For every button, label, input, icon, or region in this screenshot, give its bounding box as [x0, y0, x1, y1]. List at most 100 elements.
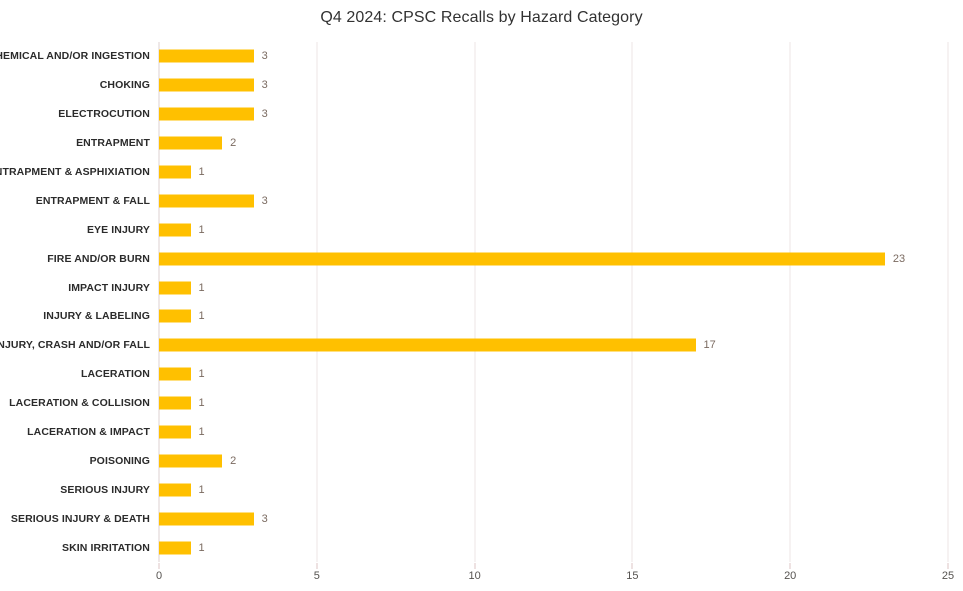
data-label: 17 — [703, 339, 716, 352]
tick-mark-25 — [947, 563, 949, 569]
category-label: EYE INJURY — [86, 223, 150, 236]
tick-mark-5 — [316, 563, 318, 569]
category-label: INJURY, CRASH AND/OR FALL — [0, 339, 150, 352]
bar-track: 3 — [159, 186, 948, 215]
data-label: 1 — [198, 397, 205, 410]
category-label: ENTRAPMENT & ASPHIXIATION — [0, 166, 150, 178]
bar-poisoning[interactable] — [159, 454, 223, 468]
data-label: 2 — [230, 137, 237, 150]
table-row: LACERATION & IMPACT 1 — [0, 418, 948, 447]
bar-laceration[interactable] — [159, 367, 191, 381]
bar-track: 1 — [159, 389, 948, 418]
bar-track: 1 — [159, 215, 948, 244]
table-row: CHOKING 3 — [0, 71, 948, 100]
table-row: CHEMICAL AND/OR INGESTION 3 — [0, 42, 948, 71]
bar-track: 3 — [159, 504, 948, 533]
data-label: 1 — [198, 541, 205, 554]
category-label: SKIN IRRITATION — [61, 541, 150, 554]
bar-electrocution[interactable] — [159, 107, 254, 121]
bar-serious-injury-death[interactable] — [159, 512, 254, 526]
bar-track: 1 — [159, 475, 948, 504]
bar-skin-irritation[interactable] — [159, 541, 191, 555]
data-label: 1 — [198, 281, 205, 294]
category-label: SERIOUS INJURY — [60, 483, 150, 496]
table-row: INJURY, CRASH AND/OR FALL 17 — [0, 331, 948, 360]
gridline-5 — [316, 42, 318, 562]
category-label: ENTRAPMENT — [76, 137, 150, 150]
bar-laceration-collision[interactable] — [159, 396, 191, 410]
bar-serious-injury[interactable] — [159, 483, 191, 497]
data-label: 1 — [198, 166, 205, 178]
table-row: ENTRAPMENT & FALL 3 — [0, 186, 948, 215]
category-label: LACERATION & COLLISION — [9, 397, 150, 410]
category-label: LACERATION — [80, 368, 150, 381]
bar-injury-crash-and-or-fall[interactable] — [159, 338, 696, 352]
data-label: 1 — [198, 310, 205, 323]
gridline-0 — [158, 42, 160, 562]
data-label: 3 — [261, 79, 268, 92]
tick-mark-15 — [631, 563, 633, 569]
table-row: IMPACT INJURY 1 — [0, 273, 948, 302]
bar-entrapment-fall[interactable] — [159, 194, 254, 208]
category-label: FIRE AND/OR BURN — [47, 252, 150, 265]
bar-track: 1 — [159, 273, 948, 302]
bar-track: 17 — [159, 331, 948, 360]
bar-injury-labeling[interactable] — [159, 309, 191, 323]
data-label: 23 — [892, 252, 906, 265]
data-label: 1 — [198, 223, 205, 236]
bar-track: 3 — [159, 42, 948, 71]
bar-track: 1 — [159, 302, 948, 331]
bar-track: 3 — [159, 71, 948, 100]
tick-mark-10 — [474, 563, 476, 569]
bar-track: 1 — [159, 360, 948, 389]
table-row: ENTRAPMENT 2 — [0, 129, 948, 158]
bar-eye-injury[interactable] — [159, 223, 191, 237]
category-label: IMPACT INJURY — [68, 281, 150, 294]
x-tick-label-15: 15 — [626, 570, 639, 582]
category-label: POISONING — [89, 454, 150, 467]
bar-impact-injury[interactable] — [159, 281, 191, 295]
tick-mark-0 — [158, 563, 160, 569]
bar-entrapment-asphixiation[interactable] — [159, 165, 191, 179]
x-tick-label-5: 5 — [313, 570, 320, 582]
table-row: POISONING 2 — [0, 446, 948, 475]
category-label: ELECTROCUTION — [58, 108, 150, 121]
bar-fire-and-or-burn[interactable] — [159, 252, 885, 266]
bar-chemical-and-or-ingestion[interactable] — [159, 49, 254, 63]
category-label: CHEMICAL AND/OR INGESTION — [0, 50, 150, 63]
chart-title: Q4 2024: CPSC Recalls by Hazard Category — [320, 9, 643, 26]
data-label: 3 — [261, 50, 268, 63]
data-label: 3 — [261, 512, 268, 525]
plot-area: CHEMICAL AND/OR INGESTION 3 CHOKING 3 ELECTR… — [0, 42, 949, 569]
bar-track: 1 — [159, 418, 948, 447]
gridline-25 — [947, 42, 949, 562]
data-label: 2 — [230, 454, 237, 467]
table-row: ENTRAPMENT & ASPHIXIATION 1 — [0, 158, 948, 187]
table-row: SERIOUS INJURY 1 — [0, 475, 948, 504]
tick-mark-20 — [789, 563, 791, 569]
data-label: 3 — [261, 108, 268, 121]
x-tick-label-0: 0 — [155, 570, 163, 582]
table-row: INJURY & LABELING 1 — [0, 302, 948, 331]
table-row: EYE INJURY 1 — [0, 215, 948, 244]
bar-entrapment[interactable] — [159, 136, 223, 150]
gridline-20 — [789, 42, 791, 562]
category-label: SERIOUS INJURY & DEATH — [10, 512, 150, 525]
table-row: LACERATION & COLLISION 1 — [0, 389, 948, 418]
category-label: LACERATION & IMPACT — [27, 426, 150, 439]
x-tick-label-20: 20 — [784, 570, 797, 582]
category-label: INJURY & LABELING — [43, 310, 150, 323]
table-row: LACERATION 1 — [0, 360, 948, 389]
x-axis: 0 5 10 15 20 25 — [155, 562, 954, 591]
bar-track: 1 — [159, 533, 948, 562]
data-label: 3 — [261, 194, 268, 207]
table-row: SERIOUS INJURY & DEATH 3 — [0, 504, 948, 533]
table-row: ELECTROCUTION 3 — [0, 100, 948, 129]
bar-track: 2 — [159, 129, 948, 158]
bar-laceration-impact[interactable] — [159, 425, 191, 439]
bar-choking[interactable] — [159, 78, 254, 92]
data-label: 1 — [198, 483, 205, 496]
bar-track: 2 — [159, 446, 948, 475]
x-tick-label-25: 25 — [941, 570, 955, 582]
